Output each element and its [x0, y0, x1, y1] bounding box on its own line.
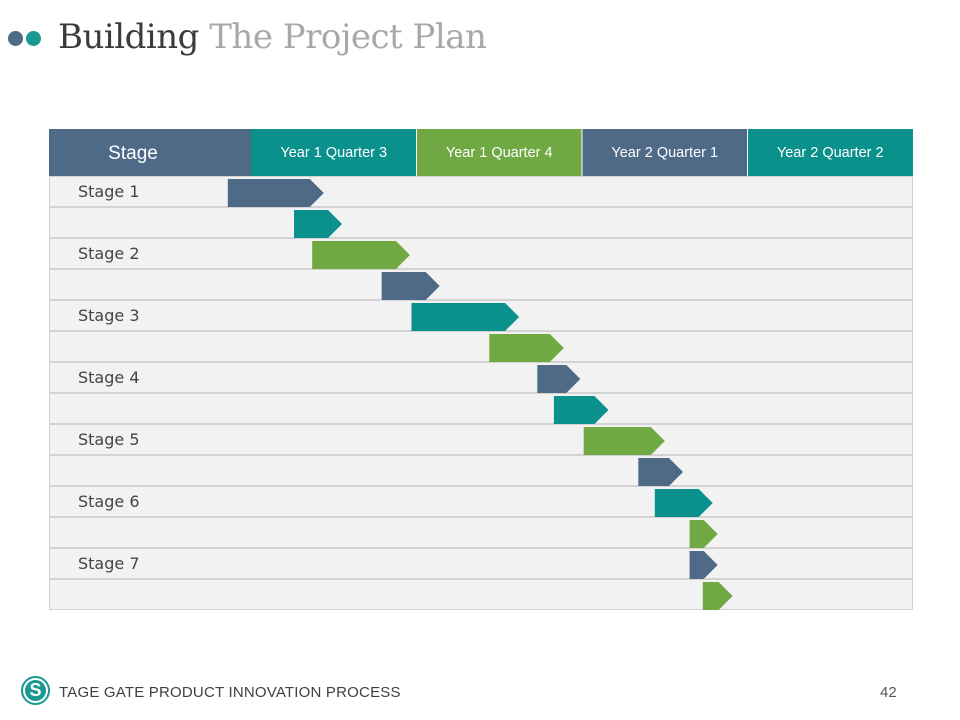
table-row	[49, 269, 913, 300]
stage-label: Stage 1	[78, 182, 140, 201]
stage-header-cell	[49, 129, 251, 176]
quarter-header-cell	[251, 129, 417, 176]
quarter-header-cell	[582, 129, 748, 176]
stage-label: Stage 2	[78, 244, 140, 263]
page-title: Building The Project Plan	[58, 14, 487, 60]
table-row	[49, 362, 913, 393]
gantt-bar	[381, 272, 440, 300]
title-part-light: The Project Plan	[209, 17, 487, 57]
title-dot-teal	[26, 31, 41, 46]
footer-text: TAGE GATE PRODUCT INNOVATION PROCESS	[59, 684, 401, 701]
page-number: 42	[880, 684, 897, 701]
table-row	[49, 579, 913, 610]
quarter-header-label: Year 2 Quarter 1	[611, 145, 718, 161]
gantt-bar	[312, 241, 410, 269]
stage-label: Stage 6	[78, 492, 140, 511]
table-row	[49, 455, 913, 486]
title-dot-slate	[8, 31, 23, 46]
gantt-chart: Stage 1 Stage 2 Stage 3 Stage 4 Stage 5 Stage…	[49, 129, 913, 610]
footer-logo: S	[21, 676, 50, 705]
gantt-bar	[489, 334, 564, 362]
gantt-bar	[294, 210, 342, 238]
gantt-bar	[411, 303, 520, 331]
quarter-header-label: Year 1 Quarter 3	[280, 145, 387, 161]
quarter-header-label: Year 2 Quarter 2	[777, 145, 884, 161]
gantt-bar	[553, 396, 609, 424]
table-row	[49, 424, 913, 455]
gantt-bar	[583, 427, 665, 455]
table-row	[49, 548, 913, 579]
stage-label: Stage 7	[78, 554, 140, 573]
quarter-header-cell	[416, 129, 582, 176]
gantt-bar	[689, 520, 718, 548]
quarter-header-cell	[747, 129, 913, 176]
title-part-dark: Building	[58, 17, 199, 57]
stage-header-label: Stage	[108, 143, 158, 164]
gantt-bar	[702, 582, 733, 610]
table-row	[49, 486, 913, 517]
gantt-bar	[537, 365, 581, 393]
table-row	[49, 238, 913, 269]
gantt-bar	[227, 179, 324, 207]
table-row	[49, 393, 913, 424]
table-row	[49, 517, 913, 548]
stage-label: Stage 5	[78, 430, 140, 449]
stage-label: Stage 3	[78, 306, 140, 325]
table-row	[49, 176, 913, 207]
footer-logo-letter: S	[25, 680, 46, 701]
table-row	[49, 331, 913, 362]
stage-label: Stage 4	[78, 368, 140, 387]
gantt-bar	[654, 489, 713, 517]
title-dots	[8, 31, 42, 47]
table-row	[49, 207, 913, 238]
quarter-header-label: Year 1 Quarter 4	[446, 145, 553, 161]
gantt-bar	[638, 458, 683, 486]
gantt-bar	[689, 551, 718, 579]
